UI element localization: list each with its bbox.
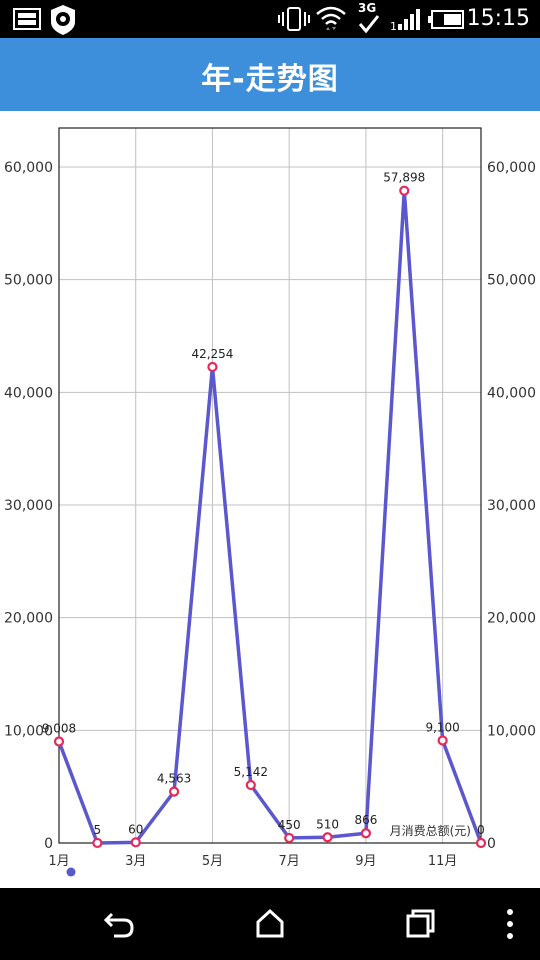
network-3g-icon: 3G (356, 0, 382, 38)
data-label: 60 (128, 822, 143, 836)
page-title: 年-走势图 (201, 62, 339, 97)
data-point (245, 779, 256, 791)
status-bar: 3G 1 15:15 (0, 0, 540, 38)
data-label: 450 (278, 818, 301, 832)
y-tick-label-left: 40,000 (4, 385, 53, 401)
data-point (399, 185, 410, 196)
x-tick-label: 9月 (355, 854, 376, 869)
y-tick-label-right: 30,000 (487, 498, 536, 514)
data-label: 4,563 (157, 772, 191, 786)
y-tick-label-right: 50,000 (487, 273, 536, 289)
gallery-icon (13, 8, 41, 30)
data-point (437, 735, 448, 746)
data-point (207, 361, 218, 373)
series-line (57, 188, 483, 845)
signal-icon: 1 (390, 9, 420, 33)
wifi-icon (316, 6, 346, 30)
data-point (322, 832, 333, 843)
y-tick-label-right: 60,000 (487, 160, 536, 176)
data-point (360, 828, 372, 839)
settings-notification-icon (51, 5, 75, 35)
data-point (53, 736, 65, 747)
x-tick-label: 11月 (428, 854, 458, 869)
svg-text:1: 1 (390, 20, 397, 33)
data-label: 9,008 (42, 722, 76, 736)
y-tick-label-left: 0 (44, 836, 53, 852)
x-tick-label: 7月 (279, 854, 300, 869)
x-tick-label: 3月 (125, 854, 146, 869)
home-icon[interactable] (248, 902, 292, 946)
more-icon[interactable] (488, 902, 532, 946)
y-tick-label-right: 10,000 (487, 723, 536, 739)
legend-marker (66, 867, 76, 877)
data-label: 42,254 (191, 347, 233, 361)
data-label: 866 (354, 813, 377, 827)
x-tick-label: 5月 (202, 854, 223, 869)
data-label: 57,898 (383, 171, 425, 185)
back-icon[interactable] (98, 902, 142, 946)
y-tick-label-left: 60,000 (4, 160, 53, 176)
y-tick-label-left: 30,000 (4, 498, 53, 514)
data-label: 0 (477, 823, 485, 837)
data-label: 510 (316, 817, 339, 831)
data-label: 5,142 (234, 765, 268, 779)
recents-icon[interactable] (398, 902, 442, 946)
status-time: 15:15 (466, 6, 530, 31)
battery-icon (428, 10, 464, 29)
data-label: 9,100 (425, 720, 459, 734)
data-point (92, 837, 103, 849)
data-point (168, 786, 180, 797)
data-label: 5 (94, 823, 102, 837)
vibrate-icon (278, 7, 310, 31)
app-header: 年-走势图 (0, 38, 540, 111)
y-tick-label-right: 40,000 (487, 385, 536, 401)
y-tick-label-right: 0 (487, 836, 496, 852)
data-point (130, 837, 141, 848)
y-tick-label-left: 50,000 (4, 273, 53, 289)
y-tick-label-left: 10,000 (4, 723, 53, 739)
nav-bar (0, 888, 540, 960)
data-point (475, 837, 487, 849)
y-tick-label-right: 20,000 (487, 611, 536, 627)
y-tick-label-left: 20,000 (4, 611, 53, 627)
chart-area: 0 0 10,000 10,000 20,000 20,000 30,000 30,000 40… (0, 111, 540, 888)
data-point (284, 832, 295, 844)
x-tick-label: 1月 (48, 854, 69, 869)
plot-frame (58, 127, 482, 844)
series-name-label: 月消费总额(元) (390, 824, 471, 838)
